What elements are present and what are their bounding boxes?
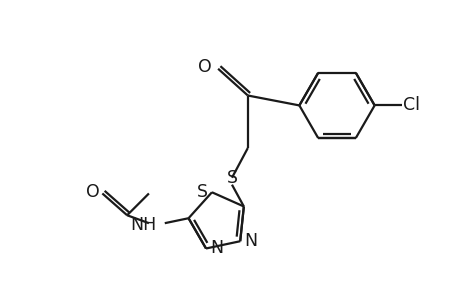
Text: N: N [209,239,223,257]
Text: O: O [85,184,99,202]
Text: NH: NH [130,216,157,234]
Text: S: S [196,183,207,201]
Text: N: N [244,232,257,250]
Text: S: S [226,169,237,187]
Text: O: O [198,58,212,76]
Text: Cl: Cl [403,96,420,114]
